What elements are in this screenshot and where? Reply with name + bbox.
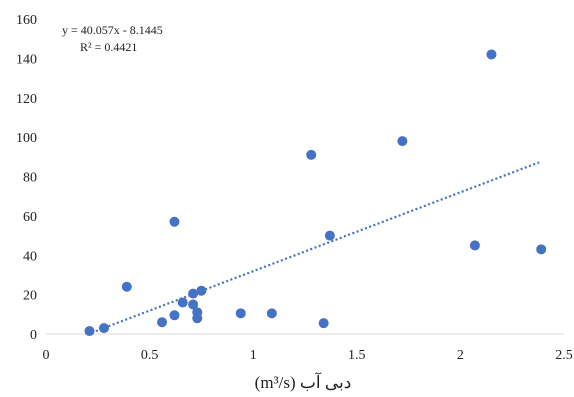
data-point [235, 308, 246, 319]
x-tick-label: 1.5 [348, 348, 366, 363]
data-point [196, 285, 207, 296]
data-point [324, 230, 335, 241]
data-point [188, 299, 199, 310]
y-axis-tick-labels: 0 20 40 60 80 100 120 140 160 [16, 13, 37, 343]
trendline-r-squared: R² = 0.4421 [80, 40, 137, 54]
data-point [169, 216, 180, 227]
data-point [177, 297, 188, 308]
y-tick-label: 80 [23, 171, 37, 186]
data-point [99, 323, 110, 334]
x-tick-label: 0.5 [141, 348, 159, 363]
data-point [188, 288, 199, 299]
x-tick-label: 2 [457, 348, 464, 363]
y-tick-label: 0 [30, 328, 37, 343]
y-tick-label: 120 [16, 92, 37, 107]
x-axis-tick-labels: 0 0.5 1 1.5 2 2.5 [43, 348, 573, 363]
x-tick-label: 2.5 [555, 348, 573, 363]
data-point [266, 308, 277, 319]
data-point [169, 310, 180, 321]
data-point [157, 317, 168, 328]
y-tick-label: 100 [16, 131, 37, 146]
data-point [192, 313, 203, 324]
y-tick-label: 60 [23, 210, 37, 225]
y-tick-label: 140 [16, 52, 37, 67]
data-point [318, 318, 329, 329]
x-axis-label: دبی آب (m³/s) [255, 371, 352, 392]
data-point [469, 240, 480, 251]
trendline-equation: y = 40.057x - 8.1445 [62, 23, 163, 37]
y-tick-label: 40 [23, 249, 37, 264]
data-point [536, 244, 547, 255]
x-tick-label: 0 [43, 348, 50, 363]
data-points [84, 49, 547, 337]
y-tick-label: 160 [16, 13, 37, 28]
x-tick-label: 1 [250, 348, 257, 363]
data-point [121, 281, 132, 292]
data-point [397, 136, 408, 147]
data-point [84, 326, 95, 337]
data-point [486, 49, 497, 60]
data-point [306, 149, 317, 160]
y-tick-label: 20 [23, 289, 37, 304]
